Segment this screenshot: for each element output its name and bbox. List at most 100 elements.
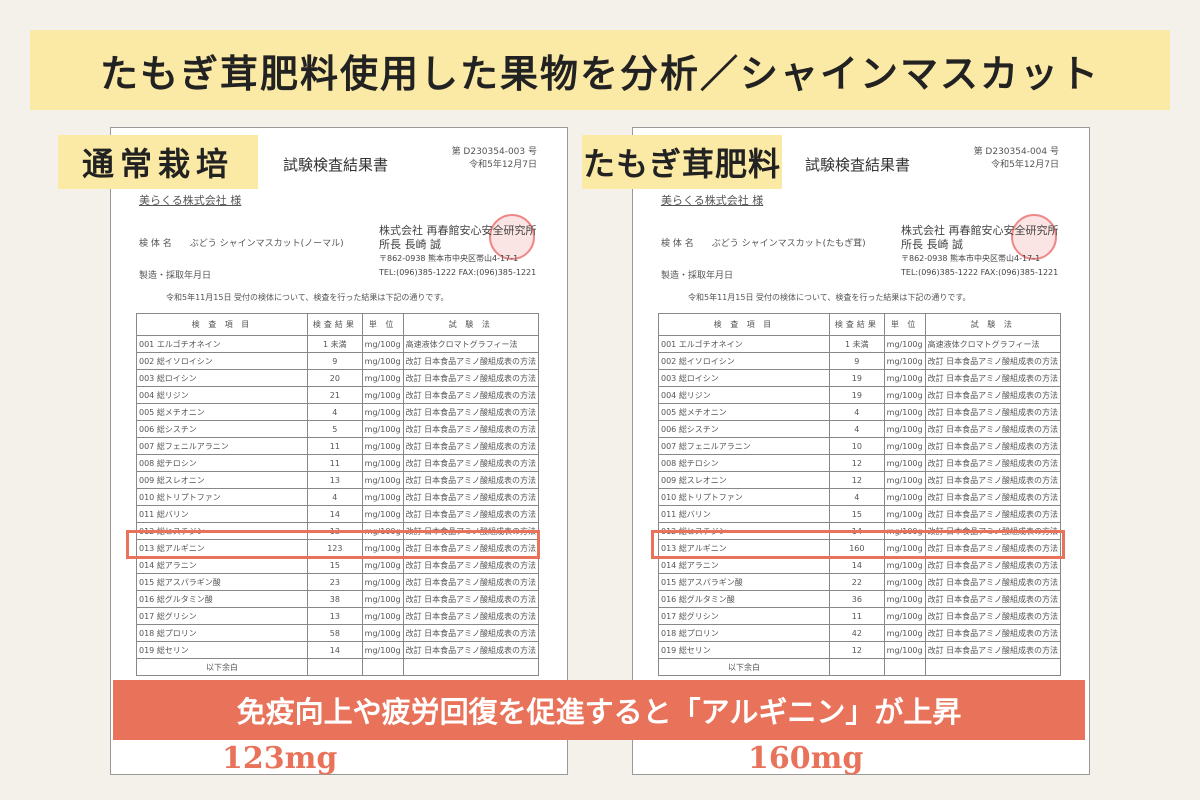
test-method: 改訂 日本食品アミノ酸組成表の方法 [924,573,1062,591]
test-method: 改訂 日本食品アミノ酸組成表の方法 [924,641,1062,659]
test-method: 改訂 日本食品アミノ酸組成表の方法 [924,471,1062,489]
unit: mg/100g [361,556,404,574]
doc-no: 第 D230354-003 号 [451,147,537,157]
test-method: 改訂 日本食品アミノ酸組成表の方法 [924,369,1062,387]
test-method: 改訂 日本食品アミノ酸組成表の方法 [402,624,540,642]
table-row: 016 総グルタミン酸 36 mg/100g 改訂 日本食品アミノ酸組成表の方法 [658,590,1062,608]
item-name: 006 総シスチン [136,420,308,438]
result-value: 14 [306,505,363,523]
result-value: 21 [306,386,363,404]
test-method: 改訂 日本食品アミノ酸組成表の方法 [402,505,540,523]
test-method: 改訂 日本食品アミノ酸組成表の方法 [924,386,1062,404]
table-row: 014 総アラニン 14 mg/100g 改訂 日本食品アミノ酸組成表の方法 [658,556,1062,574]
item-name: 018 総プロリン [136,624,308,642]
unit: mg/100g [361,624,404,642]
unit: mg/100g [361,335,404,353]
arginine-value-normal: 123mg [222,741,338,776]
unit: mg/100g [361,573,404,591]
manufacture-date-label: 製造・採取年月日 [661,271,734,281]
item-name: 009 総スレオニン [136,471,308,489]
table-row: 013 総アルギニン 123 mg/100g 改訂 日本食品アミノ酸組成表の方法 [136,539,540,557]
item-name: 007 総フェニルアラニン [658,437,830,455]
test-method: 改訂 日本食品アミノ酸組成表の方法 [402,641,540,659]
test-method: 改訂 日本食品アミノ酸組成表の方法 [924,420,1062,438]
doc-title: 試験検査結果書 [283,156,389,174]
lab-tel: TEL:(096)385-1222 FAX:(096)385-1221 [379,268,537,277]
unit: mg/100g [883,454,926,472]
table-row: 002 総イソロイシン 9 mg/100g 改訂 日本食品アミノ酸組成表の方法 [658,352,1062,370]
table-row: 007 総フェニルアラニン 11 mg/100g 改訂 日本食品アミノ酸組成表の方法 [136,437,540,455]
client-name: 美らくる株式会社 様 [661,194,764,207]
test-method: 改訂 日本食品アミノ酸組成表の方法 [402,590,540,608]
result-value: 11 [828,607,885,625]
test-method: 改訂 日本食品アミノ酸組成表の方法 [402,386,540,404]
table-row: 015 総アスパラギン酸 23 mg/100g 改訂 日本食品アミノ酸組成表の方法 [136,573,540,591]
doc-number: 第 D230354-003 号令和5年12月7日 [452,146,537,172]
table-row: 006 総シスチン 4 mg/100g 改訂 日本食品アミノ酸組成表の方法 [658,420,1062,438]
result-value: 10 [828,437,885,455]
test-method: 高速液体クロマトグラフィー法 [924,335,1062,353]
table-row: 009 総スレオニン 13 mg/100g 改訂 日本食品アミノ酸組成表の方法 [136,471,540,489]
unit: mg/100g [361,420,404,438]
table-row: 018 総プロリン 42 mg/100g 改訂 日本食品アミノ酸組成表の方法 [658,624,1062,642]
item-name: 003 総ロイシン [658,369,830,387]
result-value: 38 [306,590,363,608]
column-header: 検査結果 [828,313,885,336]
result-value: 4 [828,403,885,421]
item-name: 019 総セリン [136,641,308,659]
highlight-arginine-normal [126,530,540,559]
table-row: 009 総スレオニン 12 mg/100g 改訂 日本食品アミノ酸組成表の方法 [658,471,1062,489]
table-row: 006 総シスチン 5 mg/100g 改訂 日本食品アミノ酸組成表の方法 [136,420,540,438]
result-value: 23 [306,573,363,591]
title-banner: たもぎ茸肥料使用した果物を分析／シャインマスカット [30,30,1170,110]
table-row: 002 総イソロイシン 9 mg/100g 改訂 日本食品アミノ酸組成表の方法 [136,352,540,370]
test-method: 改訂 日本食品アミノ酸組成表の方法 [402,556,540,574]
result-value: 11 [306,437,363,455]
lab-name: 株式会社 再春館安心安全研究所 [901,224,1059,237]
empty-cell [361,658,404,676]
test-method: 改訂 日本食品アミノ酸組成表の方法 [402,352,540,370]
seal-stamp [489,214,535,260]
test-method: 改訂 日本食品アミノ酸組成表の方法 [924,624,1062,642]
result-value: 58 [306,624,363,642]
table-row: 003 総ロイシン 19 mg/100g 改訂 日本食品アミノ酸組成表の方法 [658,369,1062,387]
column-header: 試 験 法 [924,313,1062,336]
column-header: 試 験 法 [402,313,540,336]
doc-date: 令和5年12月7日 [469,160,537,170]
lab-address: 〒862-0938 熊本市中央区帯山4-17-1 [901,254,1041,263]
test-method: 改訂 日本食品アミノ酸組成表の方法 [402,420,540,438]
column-header: 検査結果 [306,313,363,336]
result-value: 1 未満 [828,335,885,353]
item-name: 006 総シスチン [658,420,830,438]
results-table: 検 査 項 目検査結果単 位試 験 法 001 エルゴチオネイン 1 未満 mg/10… [136,313,540,676]
table-row: 019 総セリン 12 mg/100g 改訂 日本食品アミノ酸組成表の方法 [658,641,1062,659]
test-method: 高速液体クロマトグラフィー法 [402,335,540,353]
item-name: 008 総チロシン [658,454,830,472]
unit: mg/100g [883,386,926,404]
table-row: 016 総グルタミン酸 38 mg/100g 改訂 日本食品アミノ酸組成表の方法 [136,590,540,608]
table-row: 007 総フェニルアラニン 10 mg/100g 改訂 日本食品アミノ酸組成表の方法 [658,437,1062,455]
table-header: 検 査 項 目検査結果単 位試 験 法 [136,313,540,336]
unit: mg/100g [883,471,926,489]
result-value: 22 [828,573,885,591]
test-method: 改訂 日本食品アミノ酸組成表の方法 [402,369,540,387]
lab-info: 株式会社 再春館安心安全研究所 所長 長崎 誠〒862-0938 熊本市中央区帯山… [379,224,537,280]
unit: mg/100g [361,352,404,370]
item-name: 009 総スレオニン [658,471,830,489]
unit: mg/100g [883,352,926,370]
table-row: 004 総リジン 21 mg/100g 改訂 日本食品アミノ酸組成表の方法 [136,386,540,404]
item-name: 017 総グリシン [136,607,308,625]
result-value: 20 [306,369,363,387]
table-row: 001 エルゴチオネイン 1 未満 mg/100g 高速液体クロマトグラフィー法 [658,335,1062,353]
doc-no: 第 D230354-004 号 [973,147,1059,157]
item-name: 016 総グルタミン酸 [136,590,308,608]
label-tamogitake: たもぎ茸肥料 [582,135,782,189]
unit: mg/100g [883,403,926,421]
result-value: 5 [306,420,363,438]
item-name: 001 エルゴチオネイン [136,335,308,353]
test-method: 改訂 日本食品アミノ酸組成表の方法 [402,471,540,489]
doc-title: 試験検査結果書 [805,156,911,174]
unit: mg/100g [883,624,926,642]
result-value: 4 [828,488,885,506]
client-name: 美らくる株式会社 様 [139,194,242,207]
